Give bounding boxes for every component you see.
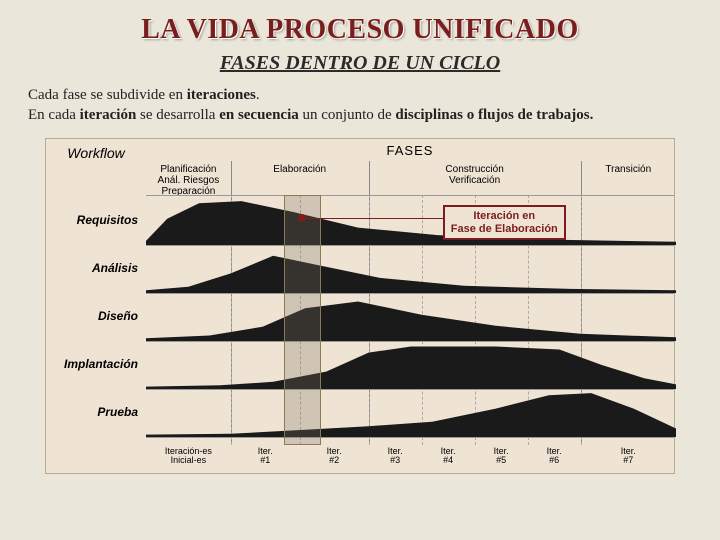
callout-box: Iteración enFase de Elaboración (443, 205, 566, 240)
discipline-row (146, 293, 674, 341)
row-separator (146, 195, 674, 196)
fases-header: FASES (146, 143, 674, 158)
iteration-label: Iter.#7 (581, 447, 676, 469)
workflow-header: Workflow (46, 145, 146, 161)
iteration-label: Iter.#4 (422, 447, 475, 469)
row-separator (146, 437, 674, 438)
iteration-label: Iter.#5 (475, 447, 528, 469)
rup-diagram: Workflow Requisitos Análisis Diseño Implant… (45, 138, 675, 474)
phase-header: PlanificaciónAnál. RiesgosPreparación (146, 161, 231, 195)
discipline-row (146, 197, 674, 245)
workflow-label: Requisitos (46, 213, 142, 227)
phase-header: ConstrucciónVerificación (369, 161, 581, 195)
iteration-label: Iter.#6 (528, 447, 581, 469)
phase-header: Elaboración (231, 161, 369, 195)
iteration-label: Iter.#3 (369, 447, 422, 469)
callout-connector (302, 218, 442, 219)
phase-header: Transición (581, 161, 676, 195)
discipline-row (146, 245, 674, 293)
workflow-label: Análisis (46, 261, 142, 275)
body-paragraph: Cada fase se subdivide en iteraciones.En… (28, 85, 692, 126)
page-subtitle: FASES DENTRO DE UN CICLO (28, 52, 692, 75)
discipline-row (146, 341, 674, 389)
workflow-label: Implantación (46, 357, 142, 371)
discipline-row (146, 389, 674, 437)
iteration-label: Iteración-esInicial-es (146, 447, 231, 469)
workflow-label: Prueba (46, 405, 142, 419)
iteration-label: Iter.#1 (231, 447, 300, 469)
iteration-highlight (284, 195, 321, 445)
page-title: LA VIDA PROCESO UNIFICADO (28, 14, 692, 46)
workflow-label: Diseño (46, 309, 142, 323)
iteration-label: Iter.#2 (300, 447, 369, 469)
